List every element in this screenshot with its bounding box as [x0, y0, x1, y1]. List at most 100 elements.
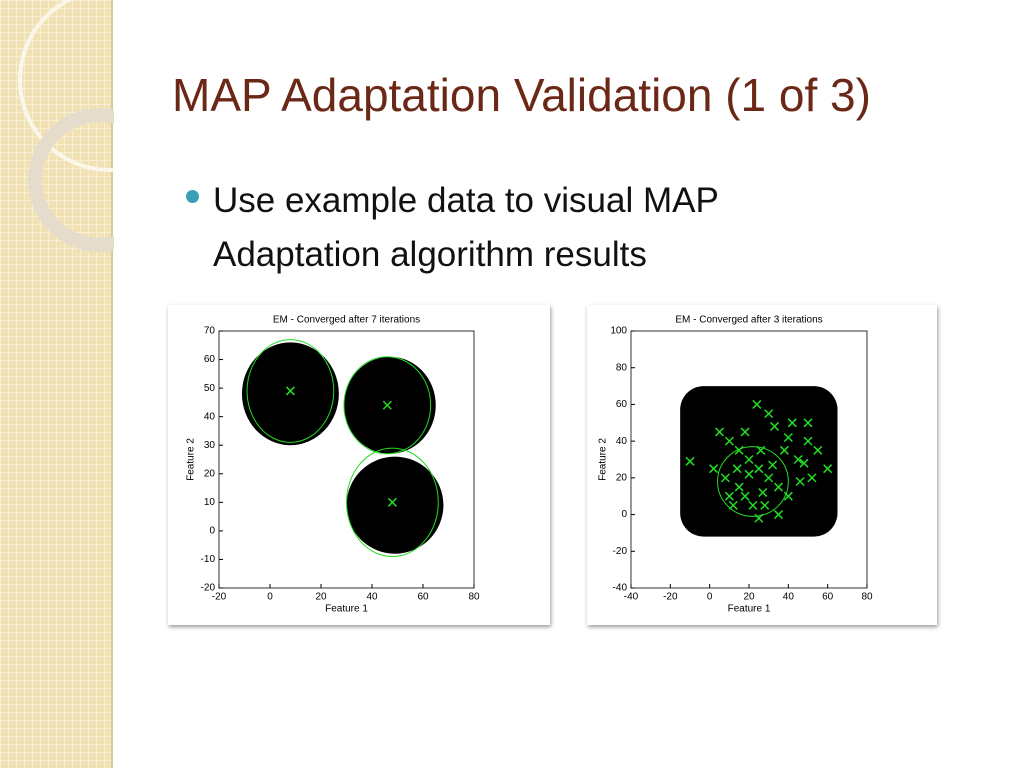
marker-stroke [773, 510, 784, 520]
y-tick-label: 0 [209, 526, 215, 537]
center-marker [285, 386, 295, 396]
center-marker [770, 421, 780, 431]
marker-stroke [724, 436, 734, 446]
marker-stroke [752, 399, 762, 409]
center-marker [773, 482, 784, 492]
center-marker [724, 491, 734, 501]
center-marker [744, 469, 754, 479]
marker-stroke [740, 427, 750, 437]
marker-stroke [734, 445, 744, 455]
center-marker [768, 460, 778, 470]
center-marker [382, 400, 392, 410]
axes-frame [218, 330, 475, 589]
center-marker [728, 500, 738, 510]
center-marker [732, 464, 742, 474]
center-marker [793, 454, 803, 465]
y-tick-label: 40 [204, 411, 216, 422]
marker-stroke [685, 456, 695, 466]
center-marker [787, 418, 797, 428]
x-tick-label: -40 [624, 592, 639, 603]
center-marker [813, 445, 823, 455]
chart-title: EM - Converged after 3 iterations [675, 315, 822, 326]
x-tick-label: 40 [783, 592, 795, 603]
marker-stroke [764, 409, 774, 419]
center-marker [748, 500, 758, 510]
marker-stroke [783, 432, 793, 443]
marker-stroke [783, 491, 793, 501]
marker-stroke [740, 491, 750, 501]
gaussian-fit [717, 446, 789, 517]
center-marker [823, 464, 833, 474]
x-tick-label: -20 [663, 592, 678, 603]
marker-stroke [770, 421, 780, 431]
center-marker [709, 464, 719, 474]
x-tick-label: 20 [743, 592, 755, 603]
x-tick-label: 0 [707, 592, 713, 603]
center-marker [764, 409, 774, 419]
center-marker [714, 427, 725, 437]
marker-stroke [779, 445, 789, 455]
gaussian-fit [346, 447, 439, 558]
marker-stroke [773, 482, 784, 492]
x-tick-label: -20 [212, 592, 227, 603]
center-marker [783, 432, 793, 443]
y-tick-label: 50 [204, 383, 216, 394]
marker-stroke [807, 473, 817, 483]
y-axis-label: Feature 2 [598, 438, 609, 481]
bullet-dot [186, 190, 199, 203]
marker-stroke [768, 460, 778, 470]
center-marker [807, 473, 817, 483]
point-cloud [241, 342, 339, 446]
center-marker [754, 464, 764, 474]
side-decoration [0, 0, 114, 768]
marker-stroke [758, 488, 768, 498]
x-axis-label: Feature 1 [325, 604, 368, 615]
gaussian-fit [343, 356, 432, 455]
marker-stroke [285, 386, 295, 396]
marker-stroke [756, 445, 766, 455]
center-marker [724, 436, 734, 446]
y-tick-label: 20 [204, 468, 216, 479]
y-tick-label: -40 [613, 583, 628, 594]
marker-stroke [754, 513, 764, 523]
marker-stroke [709, 464, 719, 474]
center-marker [756, 445, 766, 455]
marker-stroke [803, 418, 813, 428]
y-tick-label: 20 [616, 472, 628, 483]
y-tick-label: -10 [201, 554, 216, 565]
center-marker [803, 418, 813, 428]
y-axis-label: Feature 2 [186, 438, 197, 481]
y-tick-label: 60 [616, 399, 628, 410]
marker-stroke [748, 500, 758, 510]
marker-stroke [744, 454, 754, 465]
y-tick-label: 60 [204, 354, 216, 365]
center-marker [734, 445, 744, 455]
center-marker [685, 456, 695, 466]
marker-stroke [793, 454, 803, 465]
y-tick-label: 80 [616, 362, 628, 373]
center-marker [720, 473, 730, 483]
y-tick-label: 100 [610, 326, 627, 337]
center-marker [752, 399, 762, 409]
center-marker [779, 445, 789, 455]
point-cloud [343, 356, 436, 454]
center-marker [734, 482, 744, 492]
marker-stroke [382, 400, 392, 410]
point-cloud [680, 386, 838, 537]
marker-stroke [387, 497, 397, 507]
center-marker [764, 473, 774, 483]
x-tick-label: 80 [861, 592, 873, 603]
marker-stroke [813, 445, 823, 455]
y-tick-label: 10 [204, 497, 216, 508]
marker-stroke [734, 482, 744, 492]
chart: -40 -20 0 20 40 60 80 -40 -20 0 20 40 60 80 100 EM - Co… [598, 315, 873, 615]
center-marker [760, 500, 770, 510]
marker-stroke [744, 469, 754, 479]
marker-stroke [754, 464, 764, 474]
center-marker [740, 427, 750, 437]
marker-stroke [799, 458, 809, 468]
center-marker [783, 491, 793, 501]
bullet-text: Use example data to visual MAP Adaptatio… [213, 181, 719, 274]
x-tick-label: 60 [822, 592, 834, 603]
